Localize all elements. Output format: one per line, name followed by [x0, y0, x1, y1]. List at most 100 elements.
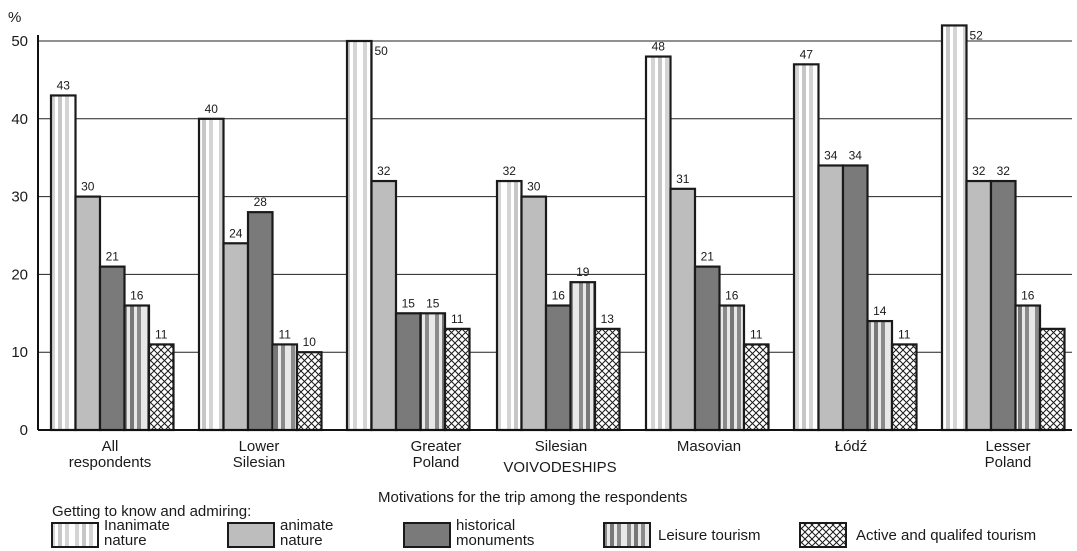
bar [49, 94, 77, 432]
legend-swatch [799, 522, 847, 548]
bar [98, 265, 126, 432]
data-label: 50 [375, 44, 389, 58]
category-label: Poland [985, 454, 1032, 471]
legend-group-title: Getting to know and admiring: [52, 503, 251, 520]
legend-swatch [603, 522, 651, 548]
data-label: 32 [503, 164, 517, 178]
data-label: 32 [377, 164, 391, 178]
data-label: 32 [997, 164, 1011, 178]
legend: Getting to know and admiring: Motivation… [51, 489, 1036, 549]
data-label: 16 [130, 289, 144, 303]
y-tick-label: 10 [11, 344, 28, 361]
data-label: 34 [824, 148, 838, 162]
bar [693, 265, 721, 432]
bar [817, 164, 845, 432]
legend-label: animate [280, 517, 333, 534]
bar [345, 39, 373, 432]
bar [841, 164, 869, 432]
bar [989, 179, 1017, 432]
bar [197, 117, 225, 432]
data-label: 14 [873, 304, 887, 318]
data-label: 15 [426, 296, 440, 310]
bars: 43 40 50 32 48 47 52 30 24 32 30 31 34 32 21 28 15 16 21 34… [49, 24, 1066, 432]
bar [940, 24, 968, 432]
bar [370, 179, 398, 432]
legend-label: Inanimate [104, 517, 170, 534]
bar [1014, 304, 1042, 432]
legend-label: Leisure tourism [658, 527, 761, 544]
bar [246, 211, 274, 432]
data-label: 11 [451, 312, 464, 326]
bar [742, 343, 770, 432]
legend-swatch [403, 522, 451, 548]
category-label: Masovian [677, 438, 741, 455]
x-axis-title: VOIVODESHIPS [503, 459, 616, 476]
data-label: 19 [576, 265, 590, 279]
bar [74, 195, 102, 432]
y-unit-label: % [8, 9, 21, 26]
y-tick-label: 40 [11, 111, 28, 128]
data-label: 28 [254, 195, 268, 209]
y-axis: 0 10 20 30 40 50 [11, 33, 1072, 439]
bar [593, 327, 621, 432]
bar [866, 319, 894, 432]
data-label: 48 [652, 40, 666, 54]
data-label: 21 [701, 250, 715, 264]
legend-caption: Motivations for the trip among the respo… [378, 489, 687, 506]
data-label: 10 [303, 335, 317, 349]
bar [718, 304, 746, 432]
legend-swatch [51, 522, 99, 548]
bar [123, 304, 151, 432]
data-label: 40 [205, 102, 219, 116]
bar [495, 179, 523, 432]
data-label: 13 [601, 312, 615, 326]
data-label: 43 [57, 78, 71, 92]
y-tick-label: 20 [11, 266, 28, 283]
bar [792, 63, 820, 432]
data-label: 30 [81, 180, 95, 194]
category-label: Lower [239, 438, 280, 455]
data-label: 32 [972, 164, 986, 178]
y-tick-label: 0 [20, 422, 28, 439]
y-tick-label: 30 [11, 189, 28, 206]
data-label: 11 [898, 327, 911, 341]
bar [890, 343, 918, 432]
bar [669, 187, 697, 432]
data-label: 16 [1021, 289, 1035, 303]
data-label: 52 [970, 28, 984, 42]
bar [520, 195, 548, 432]
data-label: 11 [279, 327, 292, 341]
legend-swatch [227, 522, 275, 548]
bar [271, 343, 299, 432]
legend-label: historical [456, 517, 515, 534]
bar [394, 312, 422, 432]
bar [644, 55, 672, 432]
category-label: Silesian [233, 454, 286, 471]
category-label: All [102, 438, 119, 455]
bar [222, 242, 250, 432]
bar [147, 343, 175, 432]
data-label: 11 [750, 327, 763, 341]
data-label: 16 [552, 289, 566, 303]
data-label: 31 [676, 172, 690, 186]
category-label: Silesian [535, 438, 588, 455]
category-label: respondents [69, 454, 152, 471]
data-label: 15 [402, 296, 416, 310]
legend-label: monuments [456, 532, 534, 549]
data-label: 16 [725, 289, 739, 303]
legend-label: nature [280, 532, 323, 549]
category-labels: AllrespondentsLowerSilesianGreaterPoland… [69, 438, 1032, 471]
category-label: Łódź [835, 438, 868, 455]
bar [1038, 327, 1066, 432]
data-label: 47 [800, 47, 814, 61]
category-label: Greater [411, 438, 462, 455]
data-label: 21 [106, 250, 120, 264]
y-tick-label: 50 [11, 33, 28, 50]
data-label: 24 [229, 226, 243, 240]
bar [544, 304, 572, 432]
bar [443, 327, 471, 432]
bar [419, 312, 447, 432]
legend-label: Active and qualifed tourism [856, 527, 1036, 544]
bar [569, 281, 597, 432]
